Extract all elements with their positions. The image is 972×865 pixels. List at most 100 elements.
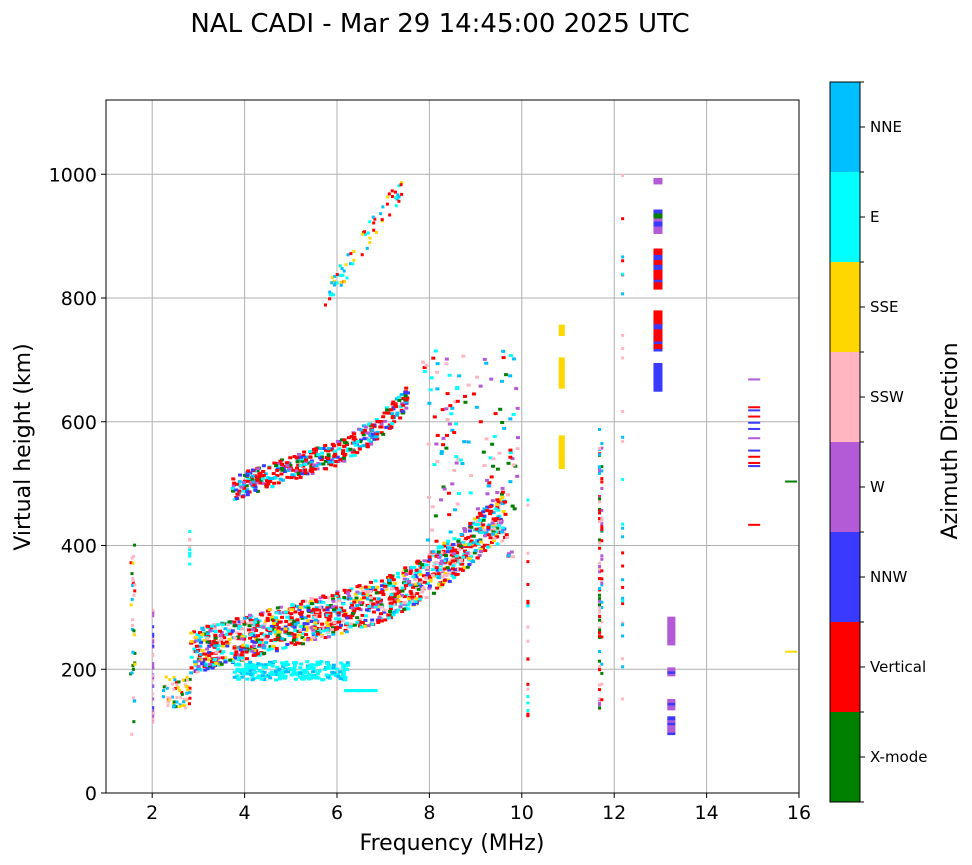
echo-mark — [248, 471, 253, 475]
echo-mark — [268, 632, 273, 636]
echo-mark — [344, 263, 348, 267]
echo-mark — [653, 260, 663, 265]
echo-mark — [330, 292, 334, 296]
echo-mark — [267, 662, 272, 666]
echo-mark — [339, 274, 343, 278]
echo-mark — [461, 566, 466, 570]
echo-mark — [558, 324, 565, 329]
echo-mark — [369, 442, 374, 446]
echo-mark — [212, 623, 217, 627]
echo-mark — [205, 624, 210, 628]
grid-lines — [106, 100, 800, 794]
echo-mark — [162, 689, 166, 693]
echo-mark — [325, 608, 330, 612]
echo-mark — [292, 666, 297, 670]
echo-mark — [321, 594, 326, 598]
echo-mark — [558, 445, 565, 450]
echo-mark — [474, 375, 479, 379]
echo-mark — [180, 691, 184, 695]
echo-mark — [468, 545, 473, 549]
echo-mark — [267, 477, 272, 481]
echo-mark — [358, 601, 363, 605]
echo-mark — [262, 651, 267, 655]
echo-mark — [241, 643, 246, 647]
echo-mark — [366, 689, 371, 693]
echo-mark — [186, 678, 190, 682]
echo-mark — [304, 458, 309, 462]
echo-mark — [621, 634, 625, 638]
echo-mark — [268, 672, 273, 676]
echo-mark — [653, 263, 663, 268]
echo-mark — [300, 472, 305, 476]
echo-mark — [270, 664, 275, 668]
echo-mark — [131, 580, 135, 584]
echo-mark — [352, 249, 356, 253]
echo-mark — [309, 602, 314, 606]
echo-mark — [494, 502, 499, 506]
echo-mark — [491, 511, 496, 515]
echo-mark — [346, 591, 351, 595]
echo-mark — [221, 641, 226, 645]
echo-mark — [477, 518, 482, 522]
echo-mark — [332, 671, 337, 675]
echo-mark — [184, 685, 188, 689]
echo-mark — [466, 383, 471, 387]
echo-mark — [458, 544, 463, 548]
echo-mark — [341, 665, 346, 669]
y-axis-label: Virtual height (km) — [11, 343, 36, 550]
echo-mark — [214, 661, 219, 665]
echo-mark — [234, 617, 239, 621]
echo-mark — [382, 582, 387, 586]
echo-mark — [361, 232, 365, 236]
echo-mark — [454, 461, 459, 465]
echo-mark — [321, 600, 326, 604]
echo-mark — [316, 676, 321, 680]
echo-mark — [748, 409, 761, 412]
echo-mark — [494, 530, 499, 534]
echo-mark — [335, 440, 340, 444]
echo-mark — [332, 621, 337, 625]
echo-mark — [387, 408, 392, 412]
echo-mark — [653, 340, 663, 345]
echo-mark — [278, 670, 283, 674]
echo-mark — [454, 554, 459, 558]
echo-mark — [503, 535, 508, 539]
echo-mark — [309, 626, 314, 630]
echo-mark — [183, 706, 187, 710]
echo-mark — [252, 666, 257, 670]
echo-mark — [653, 315, 663, 320]
echo-mark — [300, 632, 305, 636]
echo-mark — [279, 672, 284, 676]
echo-mark — [250, 639, 255, 643]
echo-mark — [600, 465, 604, 469]
echo-mark — [345, 667, 350, 671]
echo-mark — [785, 480, 798, 483]
echo-mark — [420, 563, 425, 567]
echo-mark — [370, 618, 375, 622]
echo-mark — [508, 417, 513, 421]
echo-mark — [526, 695, 530, 699]
echo-mark — [499, 492, 504, 496]
echo-mark — [251, 632, 256, 636]
echo-mark — [216, 656, 221, 660]
echo-mark — [271, 672, 276, 676]
echo-mark — [330, 670, 335, 674]
echo-mark — [289, 476, 294, 480]
echo-mark — [300, 616, 305, 620]
echo-mark — [275, 635, 280, 639]
echo-mark — [344, 442, 349, 446]
echo-mark — [152, 625, 155, 629]
echo-mark — [653, 330, 663, 335]
echo-mark — [480, 525, 485, 529]
echo-mark — [388, 607, 393, 611]
echo-mark — [465, 565, 470, 569]
echo-mark — [318, 596, 323, 600]
echo-mark — [653, 222, 663, 227]
echo-mark — [152, 654, 155, 658]
echo-mark — [409, 592, 414, 596]
echo-mark — [488, 456, 493, 460]
echo-mark — [130, 732, 134, 736]
echo-mark — [598, 453, 602, 457]
echo-mark — [212, 625, 217, 629]
echo-mark — [355, 451, 360, 455]
